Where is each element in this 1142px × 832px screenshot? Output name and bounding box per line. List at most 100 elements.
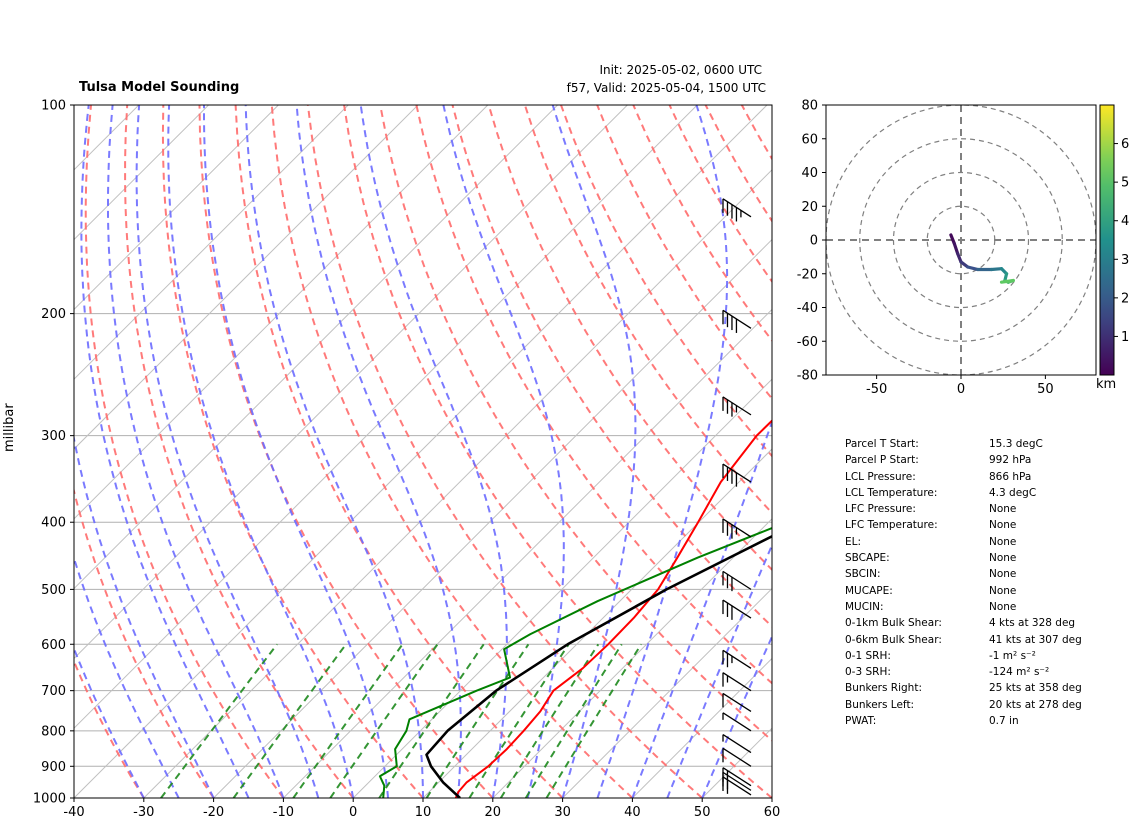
- parameter-value: 992 hPa: [989, 454, 1032, 467]
- parameter-value: None: [989, 535, 1017, 548]
- wind-barb: [722, 672, 752, 692]
- dry-adiabat: [560, 105, 772, 458]
- mixing-ratio-line: [468, 643, 570, 798]
- isotherm: [143, 169, 772, 798]
- hodograph-segment: [966, 265, 980, 272]
- isotherm: [213, 238, 772, 798]
- wind-barb: [722, 692, 752, 712]
- hodo-y-tick-label: -40: [797, 301, 818, 316]
- hodo-x-tick-label: -50: [866, 382, 887, 397]
- parameter-label: 0-3 SRH:: [845, 666, 891, 679]
- y-tick-label: 400: [41, 516, 66, 531]
- hodo-y-tick-label: 40: [801, 166, 818, 181]
- isotherm: [562, 587, 772, 798]
- parameter-value: 41 kts at 307 deg: [989, 633, 1082, 646]
- wind-barb: [722, 518, 752, 539]
- parameter-label: SBCIN:: [845, 568, 881, 581]
- wind-barb: [722, 463, 752, 487]
- valid-time: f57, Valid: 2025-05-04, 1500 UTC: [566, 81, 766, 95]
- hodo-y-tick-label: -20: [797, 267, 818, 282]
- parameter-label: Parcel T Start:: [845, 438, 919, 450]
- moist-adiabat: [295, 105, 462, 798]
- colorbar-tick-label: 1: [1121, 330, 1129, 345]
- parameter-value: None: [989, 568, 1017, 581]
- dry-adiabat: [124, 105, 354, 798]
- x-tick-label: 40: [624, 805, 641, 820]
- wind-barb: [722, 734, 752, 754]
- parameter-label: MUCAPE:: [845, 584, 893, 597]
- dry-adiabat: [343, 105, 772, 798]
- mixing-ratio-line: [524, 643, 623, 798]
- series-parcel: [425, 534, 772, 798]
- hodo-y-tick-label: -80: [797, 369, 818, 384]
- moist-adiabat: [203, 105, 390, 798]
- isotherm: [283, 308, 772, 798]
- isotherm: [74, 105, 349, 380]
- parameter-value: -1 m² s⁻²: [989, 649, 1036, 662]
- isotherm: [74, 105, 489, 520]
- isotherm: [74, 105, 140, 171]
- wind-barb: [722, 747, 752, 767]
- x-tick-label: -10: [273, 805, 294, 820]
- wind-barb: [722, 396, 752, 417]
- colorbar-tick-label: 5: [1121, 176, 1129, 191]
- colorbar-tick-label: 4: [1121, 214, 1129, 229]
- parameter-value: 4.3 degC: [989, 486, 1037, 499]
- y-tick-label: 500: [41, 583, 66, 598]
- skewt-plot-area: [74, 105, 772, 798]
- isotherm: [74, 105, 558, 590]
- parameter-value: -124 m² s⁻²: [989, 666, 1050, 679]
- dry-adiabat: [74, 487, 215, 798]
- moist-adiabat: [74, 433, 215, 798]
- hodograph-ring: [859, 138, 1063, 342]
- hodo-y-tick-label: 60: [801, 132, 818, 147]
- x-tick-label: 20: [485, 805, 502, 820]
- hodo-y-tick-label: 20: [801, 200, 818, 215]
- x-tick-label: 10: [415, 805, 432, 820]
- mixing-ratio-line: [232, 643, 347, 798]
- wind-barb: [722, 198, 752, 222]
- isotherm: [632, 657, 772, 798]
- moist-adiabat: [74, 646, 145, 798]
- hodo-y-tick-label: 0: [810, 234, 818, 249]
- parameter-label: EL:: [845, 535, 862, 548]
- colorbar: [1099, 104, 1115, 376]
- wind-barb: [722, 767, 752, 787]
- moist-adiabat: [74, 554, 180, 798]
- colorbar-unit-label: km: [1096, 377, 1117, 392]
- wind-barb: [722, 649, 752, 669]
- parameter-label: 0-6km Bulk Shear:: [845, 633, 942, 646]
- hodograph-ring: [892, 171, 1030, 309]
- mixing-ratio-line: [545, 643, 643, 798]
- isotherm: [771, 797, 772, 798]
- moist-adiabat: [80, 105, 250, 798]
- hodo-y-tick-label: 80: [801, 99, 818, 114]
- parameter-value: None: [989, 519, 1017, 532]
- hodograph-segment: [952, 241, 960, 256]
- isotherm: [74, 105, 768, 798]
- x-tick-label: 50: [694, 805, 711, 820]
- colorbar-tick-label: 2: [1121, 291, 1129, 306]
- y-tick-label: 700: [41, 684, 66, 699]
- series-temperature: [454, 419, 772, 798]
- mixing-ratio-line: [499, 643, 600, 798]
- parameter-label: LFC Temperature:: [845, 519, 938, 532]
- x-tick-label: -20: [203, 805, 224, 820]
- moist-adiabat: [167, 105, 355, 798]
- moist-adiabat: [359, 105, 508, 798]
- moist-adiabat: [631, 418, 772, 798]
- dry-adiabat: [306, 105, 703, 798]
- x-tick-label: -40: [63, 805, 84, 820]
- mixing-ratio-line: [329, 643, 439, 798]
- chart-title: Tulsa Model Sounding: [79, 80, 240, 95]
- dry-adiabat: [198, 105, 494, 798]
- parameter-label: LCL Pressure:: [845, 470, 916, 483]
- colorbar-tick-label: 6: [1121, 137, 1129, 152]
- init-time: Init: 2025-05-02, 0600 UTC: [599, 63, 762, 77]
- moist-adiabat: [596, 105, 729, 798]
- parameter-label: PWAT:: [845, 715, 877, 728]
- parameter-value: 20 kts at 278 deg: [989, 698, 1082, 711]
- parameter-label: SBCAPE:: [845, 552, 890, 565]
